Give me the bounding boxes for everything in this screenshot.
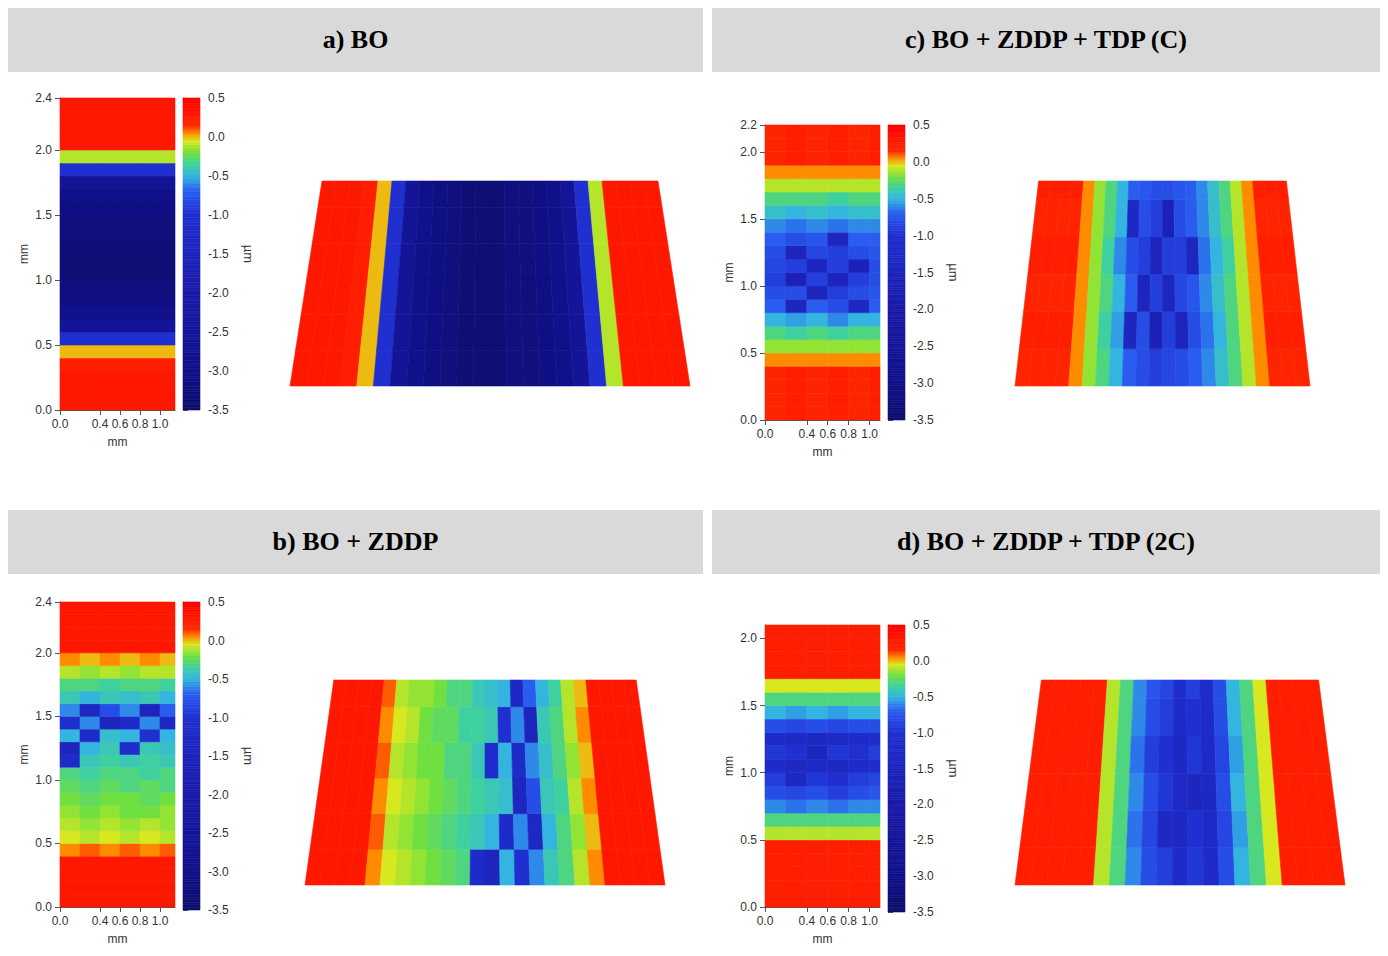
svg-text:0.6: 0.6: [112, 417, 129, 431]
svg-text:0.5: 0.5: [913, 118, 930, 132]
html-text:d) BO + ZDDP + TDP (2C): d) BO + ZDDP + TDP (2C): [897, 527, 1195, 556]
svg-text:0.4: 0.4: [92, 914, 109, 928]
svg-text:-1.0: -1.0: [208, 208, 229, 222]
svg-text:0.0: 0.0: [740, 900, 757, 914]
svg-text:1.0: 1.0: [740, 279, 757, 293]
svg-text:0.0: 0.0: [52, 914, 69, 928]
svg-text:0.0: 0.0: [208, 634, 225, 648]
svg-text:0.4: 0.4: [798, 427, 815, 441]
svg-text:mm: mm: [722, 756, 736, 776]
svg-text:0.8: 0.8: [840, 914, 857, 928]
svg-text:-1.0: -1.0: [913, 726, 934, 740]
svg-text:mm: mm: [722, 263, 736, 283]
svg-text:1.5: 1.5: [35, 709, 52, 723]
svg-text:0.6: 0.6: [112, 914, 129, 928]
svg-text:-2.5: -2.5: [208, 826, 229, 840]
svg-text:-1.0: -1.0: [208, 711, 229, 725]
svg-text:2.4: 2.4: [35, 91, 52, 105]
svg-text:2.0: 2.0: [740, 631, 757, 645]
html-text:b) BO + ZDDP: b) BO + ZDDP: [272, 527, 439, 556]
svg-text:mm: mm: [17, 745, 31, 765]
svg-text:0.5: 0.5: [35, 338, 52, 352]
svg-text:0.6: 0.6: [819, 914, 836, 928]
svg-text:mm: mm: [108, 932, 128, 946]
svg-text:-3.0: -3.0: [913, 376, 934, 390]
svg-text:µm: µm: [946, 759, 961, 777]
svg-text:-2.0: -2.0: [913, 302, 934, 316]
svg-text:1.5: 1.5: [740, 212, 757, 226]
svg-text:-3.5: -3.5: [913, 905, 934, 919]
svg-text:0.5: 0.5: [913, 618, 930, 632]
svg-text:-1.5: -1.5: [208, 247, 229, 261]
svg-text:-2.0: -2.0: [208, 788, 229, 802]
svg-text:0.0: 0.0: [740, 413, 757, 427]
svg-text:0.8: 0.8: [132, 914, 149, 928]
svg-text:1.0: 1.0: [35, 273, 52, 287]
svg-text:-2.5: -2.5: [913, 339, 934, 353]
svg-text:-0.5: -0.5: [208, 672, 229, 686]
svg-text:2.0: 2.0: [740, 145, 757, 159]
svg-text:0.0: 0.0: [913, 654, 930, 668]
html-text:c) BO + ZDDP + TDP (C): c) BO + ZDDP + TDP (C): [905, 25, 1187, 54]
svg-text:mm: mm: [813, 445, 833, 459]
svg-text:0.5: 0.5: [208, 91, 225, 105]
svg-text:0.0: 0.0: [757, 427, 774, 441]
svg-text:-3.5: -3.5: [208, 903, 229, 917]
svg-text:mm: mm: [108, 435, 128, 449]
svg-text:-1.5: -1.5: [913, 762, 934, 776]
svg-text:-3.0: -3.0: [208, 364, 229, 378]
svg-text:0.8: 0.8: [840, 427, 857, 441]
svg-text:1.0: 1.0: [861, 914, 878, 928]
svg-text:0.4: 0.4: [92, 417, 109, 431]
svg-text:2.4: 2.4: [35, 595, 52, 609]
svg-text:1.0: 1.0: [861, 427, 878, 441]
svg-text:-3.0: -3.0: [208, 865, 229, 879]
svg-text:1.0: 1.0: [740, 766, 757, 780]
svg-text:µm: µm: [241, 245, 256, 263]
svg-text:-3.5: -3.5: [913, 413, 934, 427]
svg-text:-0.5: -0.5: [913, 192, 934, 206]
svg-text:-2.0: -2.0: [208, 286, 229, 300]
svg-text:-0.5: -0.5: [913, 690, 934, 704]
svg-text:2.0: 2.0: [35, 646, 52, 660]
svg-text:-0.5: -0.5: [208, 169, 229, 183]
svg-text:0.5: 0.5: [208, 595, 225, 609]
svg-text:0.0: 0.0: [208, 130, 225, 144]
svg-text:-2.0: -2.0: [913, 797, 934, 811]
svg-text:0.5: 0.5: [740, 346, 757, 360]
svg-text:2.0: 2.0: [35, 143, 52, 157]
svg-text:0.0: 0.0: [757, 914, 774, 928]
svg-text:0.0: 0.0: [913, 155, 930, 169]
svg-text:-3.5: -3.5: [208, 403, 229, 417]
svg-text:0.0: 0.0: [35, 403, 52, 417]
svg-text:1.0: 1.0: [152, 417, 169, 431]
svg-text:-1.0: -1.0: [913, 229, 934, 243]
html-text:a) BO: a) BO: [322, 25, 389, 54]
svg-text:mm: mm: [813, 932, 833, 946]
svg-text:µm: µm: [241, 747, 256, 765]
svg-text:mm: mm: [17, 244, 31, 264]
svg-text:0.0: 0.0: [52, 417, 69, 431]
svg-text:µm: µm: [946, 263, 961, 281]
svg-text:-3.0: -3.0: [913, 869, 934, 883]
svg-text:0.6: 0.6: [819, 427, 836, 441]
svg-text:-2.5: -2.5: [208, 325, 229, 339]
svg-text:1.0: 1.0: [152, 914, 169, 928]
svg-text:1.5: 1.5: [740, 699, 757, 713]
svg-text:0.8: 0.8: [132, 417, 149, 431]
svg-text:-2.5: -2.5: [913, 833, 934, 847]
svg-text:1.0: 1.0: [35, 773, 52, 787]
svg-text:0.5: 0.5: [35, 836, 52, 850]
svg-text:0.0: 0.0: [35, 900, 52, 914]
svg-text:0.5: 0.5: [740, 833, 757, 847]
svg-text:1.5: 1.5: [35, 208, 52, 222]
svg-text:-1.5: -1.5: [913, 266, 934, 280]
svg-text:0.4: 0.4: [798, 914, 815, 928]
svg-text:-1.5: -1.5: [208, 749, 229, 763]
svg-text:2.2: 2.2: [740, 118, 757, 132]
